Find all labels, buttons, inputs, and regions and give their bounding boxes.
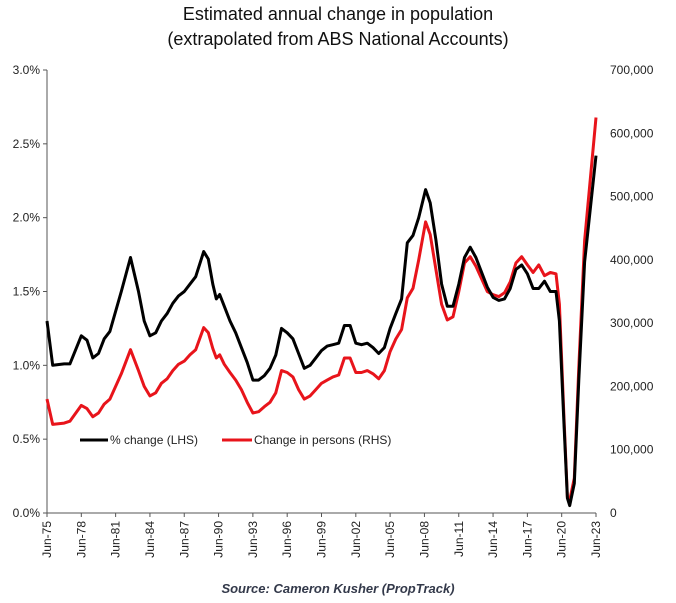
chart-title-line-2: (extrapolated from ABS National Accounts… <box>167 29 508 49</box>
x-tick-label: Jun-02 <box>349 521 363 558</box>
left-tick-label: 3.0% <box>13 63 41 77</box>
x-tick-label: Jun-87 <box>177 521 191 558</box>
x-tick-label: Jun-90 <box>212 521 226 558</box>
x-tick-label: Jun-99 <box>315 521 329 558</box>
left-tick-label: 2.0% <box>13 211 41 225</box>
right-tick-label: 500,000 <box>610 190 654 204</box>
source-note: Source: Cameron Kusher (PropTrack) <box>221 581 454 596</box>
left-tick-label: 1.0% <box>13 358 41 372</box>
x-tick-label: Jun-14 <box>486 521 500 558</box>
x-tick-label: Jun-23 <box>589 521 603 558</box>
x-tick-label: Jun-93 <box>246 521 260 558</box>
right-tick-label: 600,000 <box>610 126 654 140</box>
x-tick-label: Jun-11 <box>452 521 466 557</box>
left-tick-label: 1.5% <box>13 285 41 299</box>
legend: % change (LHS) Change in persons (RHS) <box>80 433 391 447</box>
legend-label-persons: Change in persons (RHS) <box>254 433 391 447</box>
x-tick-label: Jun-05 <box>383 521 397 558</box>
right-tick-label: 700,000 <box>610 63 654 77</box>
x-tick-label: Jun-78 <box>74 521 88 558</box>
x-tick-label: Jun-20 <box>555 521 569 558</box>
x-tick-label: Jun-08 <box>417 521 431 558</box>
series-line-pct-change <box>45 155 598 508</box>
right-tick-label: 400,000 <box>610 253 654 267</box>
right-tick-label: 100,000 <box>610 443 654 457</box>
right-tick-label: 300,000 <box>610 316 654 330</box>
x-tick-label: Jun-81 <box>109 521 123 558</box>
legend-label-pct: % change (LHS) <box>110 433 198 447</box>
right-tick-label: 0 <box>610 506 617 520</box>
x-tick-label: Jun-96 <box>280 521 294 558</box>
left-tick-label: 2.5% <box>13 137 41 151</box>
x-tick-label: Jun-84 <box>143 521 157 558</box>
right-tick-label: 200,000 <box>610 379 654 393</box>
series-line-persons-change <box>45 117 598 502</box>
x-tick-label: Jun-75 <box>40 521 54 558</box>
left-tick-label: 0.0% <box>13 506 41 520</box>
chart-title-line-1: Estimated annual change in population <box>183 4 493 24</box>
x-tick-label: Jun-17 <box>520 521 534 558</box>
left-tick-label: 0.5% <box>13 432 41 446</box>
